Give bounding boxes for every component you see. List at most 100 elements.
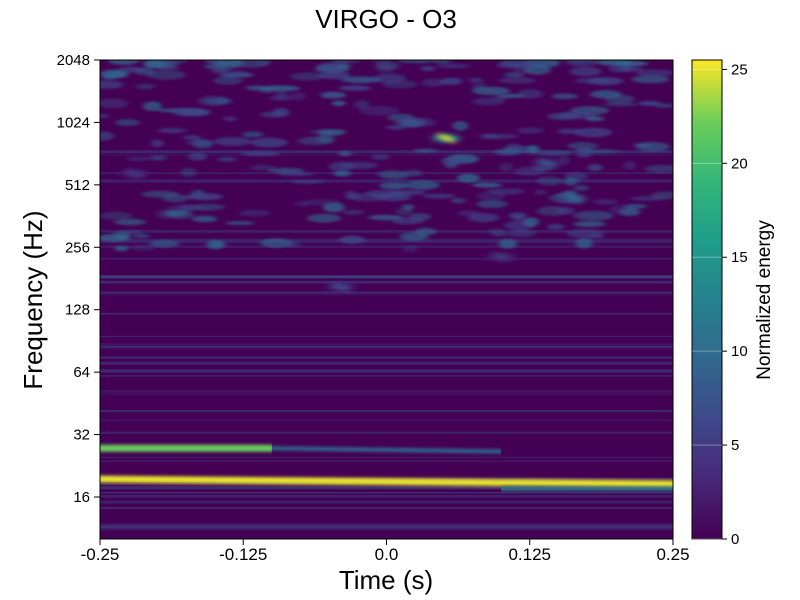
texture-streak — [100, 275, 673, 278]
texture-speckle — [354, 100, 370, 109]
texture-speckle — [534, 189, 548, 195]
texture-speckle — [415, 227, 437, 236]
texture-speckle — [452, 121, 469, 131]
y-tick-label: 1024 — [57, 114, 90, 131]
texture-speckle — [371, 154, 390, 160]
texture-speckle — [505, 143, 522, 153]
texture-speckle — [402, 245, 418, 253]
texture-speckle — [372, 60, 392, 65]
texture-speckle — [376, 169, 407, 179]
texture-speckle — [636, 69, 673, 77]
texture-speckle — [359, 105, 399, 116]
texture-streak — [100, 409, 673, 413]
texture-speckle — [483, 133, 519, 139]
texture-speckle — [420, 66, 435, 72]
texture-speckle — [100, 98, 129, 109]
texture-streak — [100, 245, 673, 248]
texture-speckle — [593, 199, 618, 205]
texture-streak — [100, 276, 673, 279]
texture-speckle — [517, 127, 544, 134]
texture-speckle — [488, 228, 505, 235]
texture-speckle — [250, 164, 275, 171]
texture-speckle — [250, 137, 288, 148]
texture-speckle — [183, 135, 202, 140]
energy-blob — [332, 283, 350, 291]
texture-speckle — [331, 100, 346, 107]
texture-speckle — [395, 117, 427, 127]
texture-speckle — [631, 75, 670, 84]
texture-speckle — [566, 60, 598, 67]
texture-speckle — [114, 218, 146, 226]
texture-speckle — [574, 127, 612, 138]
texture-speckle — [211, 68, 230, 74]
texture-speckle — [396, 207, 413, 216]
texture-speckle — [276, 172, 313, 176]
y-axis-ticks: 16 32 64 128 256 512 1024 2048 — [57, 52, 100, 506]
texture-speckle — [587, 164, 603, 172]
texture-speckle — [100, 131, 114, 141]
texture-speckle — [496, 61, 532, 69]
colorbar-tick-label: 10 — [731, 343, 748, 360]
texture-speckle — [226, 70, 251, 78]
texture-speckle — [468, 213, 499, 223]
x-axis-label: Time (s) — [339, 565, 433, 595]
texture-speckle — [574, 185, 589, 191]
x-tick-label: -0.125 — [219, 545, 267, 564]
texture-speckle — [414, 60, 427, 64]
texture-speckle — [214, 60, 245, 68]
texture-speckle — [569, 66, 602, 77]
texture-speckle — [504, 72, 525, 78]
texture-speckle — [373, 73, 406, 83]
colorbar-tick-label: 5 — [731, 437, 739, 454]
texture-speckle — [576, 147, 593, 158]
texture-speckle — [386, 125, 407, 130]
texture-speckle — [644, 164, 673, 173]
texture-speckle — [171, 107, 209, 117]
texture-speckle — [192, 139, 213, 149]
texture-speckle — [472, 182, 503, 188]
texture-speckle — [638, 100, 661, 106]
texture-speckle — [567, 142, 598, 150]
texture-speckle — [341, 76, 382, 84]
texture-speckle — [302, 199, 341, 206]
texture-speckle — [114, 245, 129, 252]
texture-speckle — [339, 85, 372, 91]
texture-streak — [100, 390, 673, 392]
texture-speckle — [114, 230, 130, 241]
colorbar-ticks: 0 5 10 15 20 25 — [692, 61, 748, 548]
texture-streak — [100, 375, 673, 377]
texture-speckle — [344, 190, 358, 200]
texture-speckle — [499, 162, 514, 172]
energy-blob — [538, 159, 556, 168]
texture-speckle — [206, 240, 226, 250]
texture-speckle — [563, 177, 578, 186]
x-tick-label: 0.25 — [656, 545, 689, 564]
texture-speckle — [609, 204, 638, 215]
texture-speckle — [517, 89, 544, 99]
texture-streak — [100, 276, 673, 278]
texture-streak — [100, 292, 673, 296]
texture-speckle — [323, 92, 341, 98]
texture-streak — [100, 345, 673, 347]
texture-speckle — [551, 93, 578, 100]
texture-streak — [100, 275, 673, 278]
chart-title: VIRGO - O3 — [315, 4, 457, 34]
texture-speckle — [547, 223, 565, 230]
texture-speckle — [432, 60, 451, 64]
energy-band — [100, 475, 673, 488]
texture-streak — [100, 150, 673, 154]
texture-speckle — [440, 77, 463, 85]
y-tick-label: 32 — [73, 427, 90, 444]
texture-speckle — [340, 161, 379, 169]
texture-speckle — [614, 60, 649, 67]
texture-speckle — [241, 151, 281, 157]
texture-speckle — [586, 77, 624, 86]
texture-speckle — [605, 95, 635, 104]
texture-speckle — [217, 156, 237, 162]
texture-streak — [100, 456, 673, 459]
texture-speckle — [289, 72, 326, 81]
texture-speckle — [524, 65, 551, 75]
texture-speckle — [342, 209, 365, 215]
x-axis-ticks: -0.25 -0.125 0.0 0.125 0.25 — [81, 539, 690, 564]
